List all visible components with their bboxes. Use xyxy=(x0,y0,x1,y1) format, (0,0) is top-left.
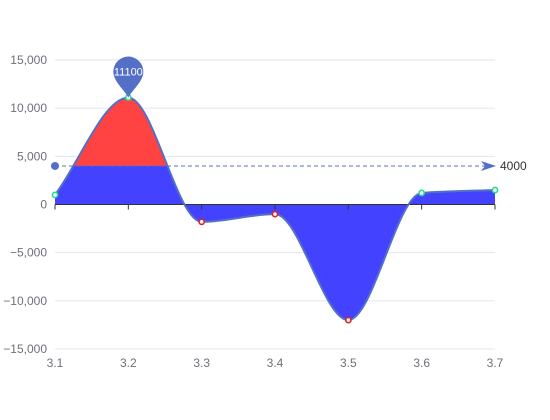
data-point xyxy=(271,210,279,218)
data-point xyxy=(344,316,352,324)
mark-point-pin: 11100 xyxy=(113,56,144,98)
y-tick-label: 15,000 xyxy=(10,53,47,67)
axes: 15,00010,0005,0000−5,000−10,000−15,0003.… xyxy=(3,53,503,370)
data-point xyxy=(198,218,206,226)
y-tick-label: −10,000 xyxy=(3,294,47,308)
y-tick-label: −5,000 xyxy=(10,246,47,260)
data-point xyxy=(51,191,59,199)
x-tick-label: 3.6 xyxy=(413,356,430,370)
x-tick-label: 3.1 xyxy=(47,356,64,370)
data-point xyxy=(491,186,499,194)
mark-point-label: 11100 xyxy=(114,67,143,79)
mark-line-arrow xyxy=(481,160,496,171)
mark-line-label: 4000 xyxy=(500,159,527,173)
mark-point-pin-shape xyxy=(113,56,144,98)
data-point xyxy=(418,189,426,197)
y-tick-label: 0 xyxy=(40,198,47,212)
mark-line: 4000 xyxy=(51,159,527,173)
y-tick-label: 10,000 xyxy=(10,101,47,115)
x-tick-label: 3.4 xyxy=(267,356,284,370)
x-tick-label: 3.7 xyxy=(487,356,504,370)
x-tick-label: 3.5 xyxy=(340,356,357,370)
x-tick-label: 3.3 xyxy=(193,356,210,370)
y-tick-label: −15,000 xyxy=(3,342,47,356)
y-tick-label: 5,000 xyxy=(17,149,47,163)
x-tick-label: 3.2 xyxy=(120,356,137,370)
area-above-mark-line xyxy=(73,97,168,166)
